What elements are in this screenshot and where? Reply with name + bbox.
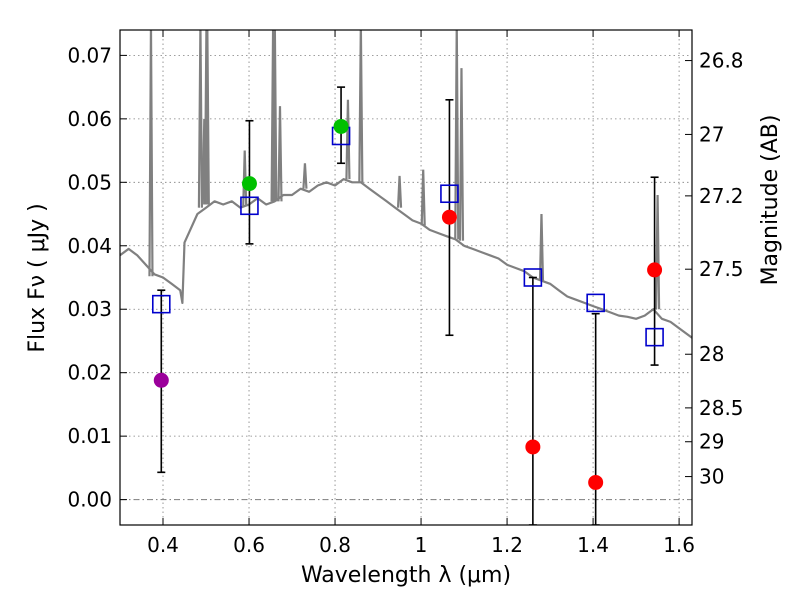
magnitude-tick-label: 28.5 [699,396,744,420]
errorbar-layer [157,86,659,525]
observed-point [525,439,541,455]
x-tick-label: 0.6 [233,533,265,557]
emission-line [272,30,278,202]
model-band-box [151,294,171,314]
magnitude-tick-label: 28 [699,342,724,366]
y-tick-label: 0.00 [67,488,112,512]
observed-point [241,176,257,192]
magnitude-tick-label: 26.8 [699,49,744,73]
y-tick-label: 0.05 [67,170,112,194]
x-tick-label: 1 [415,533,428,557]
emission-line [204,30,210,205]
emission-line [345,99,351,180]
emission-line [358,30,364,183]
observed-point [588,474,604,490]
y-tick-label: 0.01 [67,424,112,448]
magnitude-tick-label: 27.5 [699,257,744,281]
y-tick-label: 0.04 [67,234,112,258]
y-tick-label: 0.07 [67,43,112,67]
model-band-box [240,196,259,216]
emission-line [148,30,154,277]
x-axis: 0.4 0.6 0.8 1 1.2 1.4 1.6 [147,30,695,557]
y-axis-label: Flux Fν ( μJy ) [25,203,50,352]
magnitude-tick-label: 27 [699,122,724,146]
y-tick-label: 0.02 [67,361,112,385]
observed-point [441,209,457,225]
model-box-layer [151,126,664,347]
emission-line [420,169,426,226]
emission-line [302,163,308,189]
x-tick-label: 1.4 [577,533,609,557]
model-sed-curve [120,178,692,339]
observed-point-layer [153,118,663,490]
magnitude-tick-label: 30 [699,465,724,489]
observed-point [647,262,663,278]
axes-frame [119,29,693,526]
observed-point [333,118,349,134]
emission-line [458,68,465,241]
model-band-box [645,327,664,347]
model-band-box [586,293,605,313]
x-tick-label: 0.8 [319,533,351,557]
x-axis-label: Wavelength λ (μm) [301,563,511,588]
x-tick-label: 1.6 [663,533,695,557]
model-band-box [440,184,459,204]
x-tick-label: 1.2 [491,533,523,557]
magnitude-axis-label: Magnitude (AB) [758,115,783,286]
magnitude-tick-label: 29 [699,430,724,454]
model-band-box [523,268,543,287]
plot-area: 0.4 0.6 0.8 1 1.2 1.4 1.6 0.00 0.01 0.02 0.03 0.04… [67,29,744,557]
y-tick-label: 0.06 [67,107,112,131]
grid [120,30,692,525]
emission-line [396,175,403,208]
emission-line [197,30,204,208]
y-axis: 0.00 0.01 0.02 0.03 0.04 0.05 0.06 0.07 [67,43,127,512]
magnitude-axis: 26.8 27 27.2 27.5 28 28.5 29 30 [685,49,744,489]
y-tick-label: 0.03 [67,297,112,321]
model-sed-layer [120,30,692,339]
x-tick-label: 0.4 [147,533,179,557]
magnitude-tick-label: 27.2 [699,184,744,208]
observed-point [153,372,169,388]
emission-line [654,194,661,310]
emission-line [538,214,545,281]
emission-line [277,106,283,202]
emission-line [454,30,460,240]
